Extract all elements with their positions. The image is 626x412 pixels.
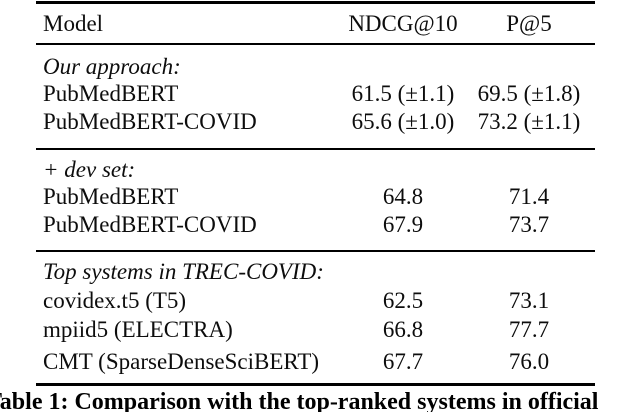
section-label: + dev set:: [43, 156, 136, 182]
model-name: PubMedBERT-COVID: [43, 108, 257, 134]
table-caption: Table 1: Comparison with the top-ranked …: [0, 389, 599, 412]
p5-value: 73.2 (±1.1): [477, 108, 581, 134]
p5-value: 77.7: [508, 316, 550, 342]
model-name: PubMedBERT: [43, 183, 179, 209]
table-row: covidex.t5 (T5) 62.5 73.1: [36, 286, 595, 314]
table-row: PubMedBERT-COVID 65.6 (±1.0) 73.2 (±1.1): [36, 107, 595, 135]
table-rule-header: [36, 43, 595, 45]
ndcg10-value: 67.9: [382, 211, 424, 237]
model-name: CMT (SparseDenseSciBERT): [43, 348, 320, 374]
table-row: CMT (SparseDenseSciBERT) 67.7 76.0: [36, 347, 595, 375]
section-label-row: Our approach:: [36, 52, 595, 80]
model-name: PubMedBERT: [43, 80, 179, 106]
table-rule-bottom: [36, 383, 595, 386]
column-header-model: Model: [43, 11, 104, 36]
section-label: Top systems in TREC-COVID:: [43, 258, 324, 284]
model-name: covidex.t5 (T5): [43, 287, 187, 313]
ndcg10-value: 67.7: [382, 348, 424, 374]
ndcg10-value: 64.8: [382, 183, 424, 209]
table-rule-mid-2: [36, 250, 595, 252]
table-row: PubMedBERT 61.5 (±1.1) 69.5 (±1.8): [36, 79, 595, 107]
model-name: PubMedBERT-COVID: [43, 211, 257, 237]
section-label-row: Top systems in TREC-COVID:: [36, 257, 595, 285]
ndcg10-value: 65.6 (±1.0): [351, 108, 455, 134]
p5-value: 69.5 (±1.8): [477, 80, 581, 106]
ndcg10-value: 62.5: [382, 287, 424, 313]
p5-value: 71.4: [508, 183, 550, 209]
table-row: mpiid5 (ELECTRA) 66.8 77.7: [36, 315, 595, 343]
column-header-ndcg10: NDCG@10: [348, 11, 458, 36]
table-row: PubMedBERT-COVID 67.9 73.7: [36, 210, 595, 238]
table-header-row: Model NDCG@10 P@5: [36, 4, 595, 43]
column-header-p5: P@5: [506, 11, 552, 36]
model-name: mpiid5 (ELECTRA): [43, 316, 233, 342]
p5-value: 73.7: [508, 211, 550, 237]
ndcg10-value: 66.8: [382, 316, 424, 342]
table-rule-top: [36, 1, 595, 4]
p5-value: 73.1: [508, 287, 550, 313]
results-table: Model NDCG@10 P@5 Our approach: PubMedBE…: [36, 0, 595, 412]
table-rule-mid-1: [36, 148, 595, 150]
table-row: PubMedBERT 64.8 71.4: [36, 182, 595, 210]
section-label-row: + dev set:: [36, 155, 595, 183]
ndcg10-value: 61.5 (±1.1): [351, 80, 455, 106]
section-label: Our approach:: [43, 53, 181, 79]
p5-value: 76.0: [508, 348, 550, 374]
